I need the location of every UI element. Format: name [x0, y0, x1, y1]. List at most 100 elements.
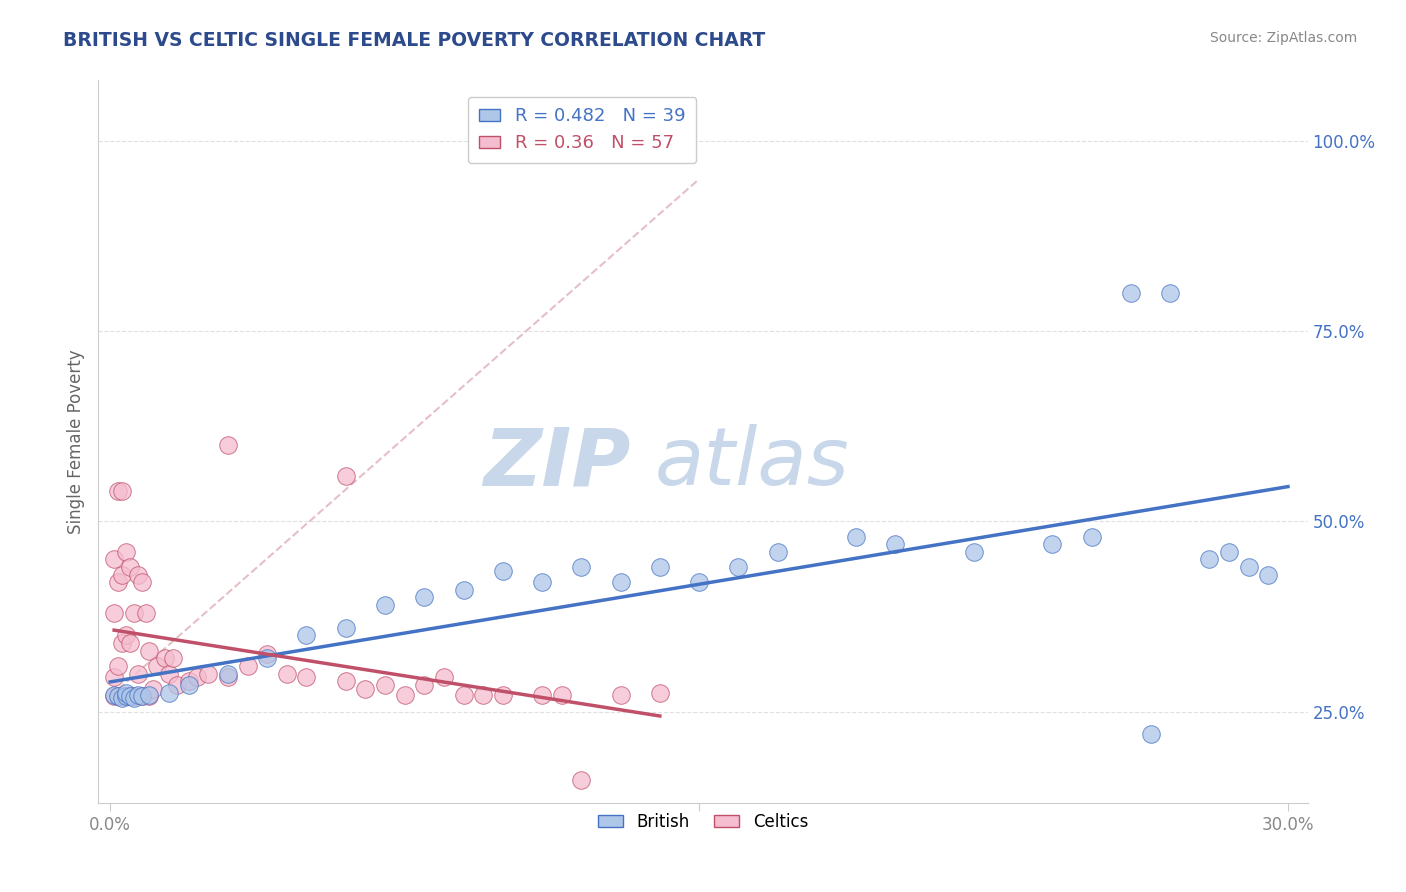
- Point: [335, 621, 357, 635]
- Point: [146, 659, 169, 673]
- Point: [107, 690, 129, 704]
- Point: [103, 606, 125, 620]
- Point: [122, 606, 145, 620]
- Point: [127, 688, 149, 702]
- Point: [1080, 530, 1102, 544]
- Y-axis label: Single Female Poverty: Single Female Poverty: [66, 350, 84, 533]
- Point: [236, 659, 259, 673]
- Point: [107, 659, 129, 673]
- Text: atlas: atlas: [655, 425, 849, 502]
- Point: [335, 468, 357, 483]
- Point: [118, 636, 141, 650]
- Point: [177, 678, 200, 692]
- Point: [111, 690, 134, 704]
- Point: [1042, 537, 1064, 551]
- Point: [103, 670, 125, 684]
- Point: [217, 666, 239, 681]
- Text: ZIP: ZIP: [484, 425, 630, 502]
- Point: [115, 690, 138, 704]
- Point: [413, 591, 436, 605]
- Point: [111, 567, 134, 582]
- Point: [413, 678, 436, 692]
- Point: [162, 651, 184, 665]
- Point: [727, 560, 749, 574]
- Point: [138, 643, 160, 657]
- Point: [197, 666, 219, 681]
- Point: [374, 678, 396, 692]
- Point: [276, 666, 298, 681]
- Point: [256, 648, 278, 662]
- Point: [1218, 545, 1240, 559]
- Point: [127, 567, 149, 582]
- Point: [492, 688, 515, 702]
- Point: [1198, 552, 1220, 566]
- Point: [374, 598, 396, 612]
- Point: [648, 685, 671, 699]
- Point: [335, 674, 357, 689]
- Point: [1159, 286, 1181, 301]
- Point: [354, 681, 377, 696]
- Point: [433, 670, 456, 684]
- Point: [131, 575, 153, 590]
- Point: [107, 483, 129, 498]
- Point: [217, 670, 239, 684]
- Point: [118, 690, 141, 704]
- Point: [122, 690, 145, 705]
- Point: [884, 537, 907, 551]
- Point: [115, 545, 138, 559]
- Point: [1119, 286, 1142, 301]
- Point: [472, 688, 495, 702]
- Point: [103, 690, 125, 704]
- Point: [111, 636, 134, 650]
- Point: [122, 690, 145, 704]
- Point: [217, 438, 239, 452]
- Point: [142, 681, 165, 696]
- Point: [492, 564, 515, 578]
- Text: BRITISH VS CELTIC SINGLE FEMALE POVERTY CORRELATION CHART: BRITISH VS CELTIC SINGLE FEMALE POVERTY …: [63, 31, 765, 50]
- Point: [845, 530, 868, 544]
- Point: [453, 688, 475, 702]
- Point: [256, 651, 278, 665]
- Point: [115, 690, 138, 704]
- Point: [157, 685, 180, 699]
- Point: [186, 670, 208, 684]
- Point: [569, 560, 592, 574]
- Point: [138, 690, 160, 704]
- Point: [157, 666, 180, 681]
- Point: [648, 560, 671, 574]
- Point: [115, 685, 138, 699]
- Point: [295, 628, 318, 642]
- Point: [1257, 567, 1279, 582]
- Point: [688, 575, 710, 590]
- Point: [394, 688, 416, 702]
- Point: [107, 575, 129, 590]
- Point: [118, 560, 141, 574]
- Point: [295, 670, 318, 684]
- Point: [153, 651, 176, 665]
- Point: [766, 545, 789, 559]
- Point: [609, 575, 631, 590]
- Point: [1237, 560, 1260, 574]
- Point: [166, 678, 188, 692]
- Point: [103, 688, 125, 702]
- Point: [138, 688, 160, 702]
- Point: [453, 582, 475, 597]
- Point: [609, 688, 631, 702]
- Point: [531, 688, 554, 702]
- Point: [531, 575, 554, 590]
- Point: [118, 690, 141, 704]
- Point: [115, 628, 138, 642]
- Point: [135, 606, 157, 620]
- Point: [111, 690, 134, 705]
- Point: [1139, 727, 1161, 741]
- Point: [107, 690, 129, 704]
- Legend: British, Celtics: British, Celtics: [591, 806, 815, 838]
- Point: [550, 688, 572, 702]
- Point: [569, 772, 592, 787]
- Point: [177, 674, 200, 689]
- Point: [103, 552, 125, 566]
- Point: [127, 666, 149, 681]
- Point: [963, 545, 986, 559]
- Text: Source: ZipAtlas.com: Source: ZipAtlas.com: [1209, 31, 1357, 45]
- Point: [131, 690, 153, 704]
